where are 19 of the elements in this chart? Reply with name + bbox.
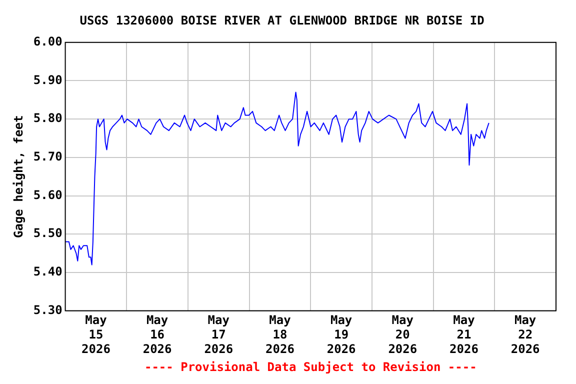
x-tick-label: May 19 2026 — [326, 313, 356, 356]
y-tick-label: 5.80 — [33, 111, 62, 126]
y-tick-label: 5.30 — [33, 302, 62, 317]
x-tick-label: May 18 2026 — [266, 313, 294, 356]
chart-title: USGS 13206000 BOISE RIVER AT GLENWOOD BRIDGE NR BOISE ID — [80, 13, 484, 28]
x-tick-label: May 20 2026 — [388, 313, 418, 356]
y-tick-label: 5.40 — [33, 264, 62, 279]
y-axis-title: Gage height, feet — [11, 115, 26, 238]
x-tick-label: May 22 2026 — [510, 313, 540, 356]
x-tick-label: May 21 2026 — [450, 313, 478, 356]
x-tick-label: May 17 2026 — [204, 313, 234, 356]
x-tick-label: May 16 2026 — [142, 313, 172, 356]
y-tick-label: 5.60 — [33, 188, 62, 202]
x-tick-label: May 15 2026 — [82, 313, 110, 356]
y-tick-label: 5.50 — [33, 226, 62, 240]
y-tick-label: 6.00 — [33, 34, 62, 49]
text: ---- Provisional Data Subject to Revision ---- — [144, 360, 477, 374]
y-tick-label: 5.70 — [33, 150, 62, 164]
y-tick-label: 5.90 — [33, 72, 62, 87]
